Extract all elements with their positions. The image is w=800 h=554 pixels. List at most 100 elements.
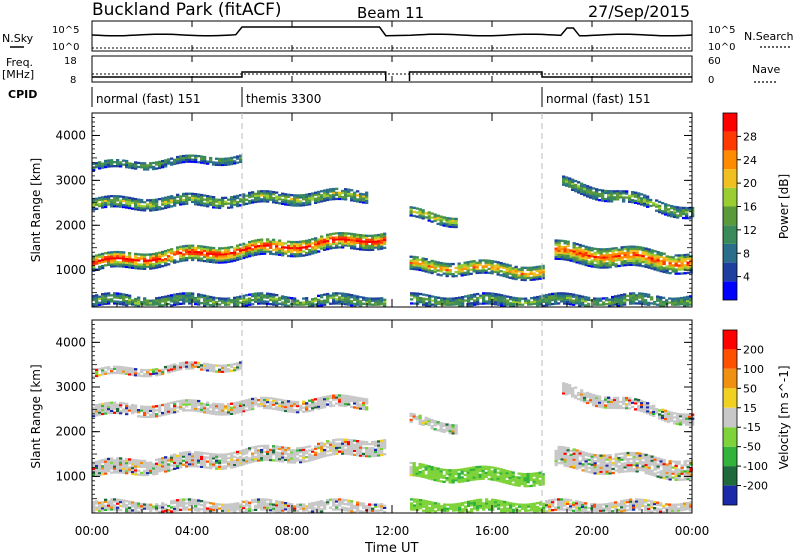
heatmap-cell — [439, 221, 443, 224]
heatmap-cell — [317, 442, 321, 445]
heatmap-cell — [98, 465, 102, 469]
heatmap-cell — [368, 449, 372, 452]
heatmap-cell — [179, 302, 183, 305]
heatmap-cell — [92, 265, 96, 268]
heatmap-cell — [137, 204, 141, 207]
heatmap-cell — [188, 160, 192, 163]
heatmap-cell — [164, 407, 168, 410]
colorbar-swatch — [723, 262, 737, 282]
heatmap-cell — [383, 236, 387, 239]
heatmap-cell — [104, 468, 108, 471]
heatmap-cell — [218, 453, 222, 456]
heatmap-cell — [119, 402, 123, 405]
heatmap-cell — [296, 303, 300, 306]
heatmap-cell — [158, 459, 162, 463]
heatmap-cell — [290, 453, 294, 456]
heatmap-cell — [197, 161, 201, 164]
heatmap-cell — [116, 461, 120, 464]
heatmap-cell — [335, 438, 339, 441]
heatmap-cell — [374, 303, 378, 306]
heatmap-cell — [520, 266, 524, 269]
heatmap-cell — [182, 302, 186, 305]
heatmap-cell — [245, 198, 249, 201]
heatmap-cell — [341, 404, 345, 407]
heatmap-cell — [194, 302, 198, 306]
heatmap-cell — [134, 374, 138, 377]
heatmap-cell — [647, 248, 651, 251]
heatmap-cell — [562, 183, 566, 186]
heatmap-cell — [179, 368, 183, 371]
heatmap-cell — [197, 365, 201, 369]
heatmap-cell — [206, 199, 210, 202]
heatmap-cell — [254, 455, 258, 459]
heatmap-cell — [436, 218, 440, 221]
heatmap-cell — [617, 296, 621, 299]
heatmap-cell — [320, 245, 324, 248]
heatmap-cell — [538, 471, 542, 474]
heatmap-cell — [653, 250, 657, 253]
heatmap-cell — [287, 244, 291, 247]
heatmap-cell — [245, 253, 249, 257]
heatmap-cell — [158, 371, 162, 374]
heatmap-cell — [475, 263, 479, 266]
heatmap-cell — [260, 300, 264, 303]
heatmap-cell — [191, 363, 195, 366]
heatmap-cell — [341, 294, 345, 297]
heatmap-cell — [200, 451, 204, 454]
heatmap-cell — [92, 371, 96, 374]
y-tick-label: 1000 — [55, 263, 86, 277]
heatmap-cell — [569, 253, 573, 256]
heatmap-cell — [320, 453, 324, 457]
heatmap-cell — [359, 302, 363, 305]
heatmap-cell — [287, 246, 291, 249]
heatmap-cell — [125, 196, 129, 199]
heatmap-cell — [329, 237, 333, 240]
heatmap-cell — [260, 246, 264, 249]
heatmap-cell — [308, 199, 312, 202]
heatmap-cell — [155, 297, 159, 300]
heatmap-cell — [179, 159, 183, 162]
heatmap-cell — [290, 246, 294, 250]
heatmap-cell — [245, 302, 249, 305]
heatmap-cell — [185, 451, 189, 454]
heatmap-cell — [460, 478, 464, 481]
heatmap-cell — [296, 202, 300, 205]
heatmap-cell — [233, 367, 237, 370]
heatmap-cell — [98, 461, 102, 465]
heatmap-cell — [203, 362, 207, 365]
heatmap-cell — [104, 195, 108, 198]
heatmap-cell — [517, 478, 521, 481]
heatmap-cell — [421, 475, 425, 478]
heatmap-cell — [146, 373, 150, 376]
heatmap-cell — [454, 223, 458, 227]
heatmap-cell — [182, 158, 186, 162]
heatmap-cell — [95, 304, 99, 307]
heatmap-cell — [263, 192, 267, 195]
heatmap-cell — [173, 196, 177, 199]
heatmap-cell — [116, 471, 120, 474]
heatmap-cell — [317, 244, 321, 247]
heatmap-cell — [656, 267, 660, 270]
heatmap-cell — [338, 236, 342, 239]
heatmap-cell — [281, 297, 285, 300]
heatmap-cell — [683, 302, 687, 305]
heatmap-cell — [460, 272, 464, 275]
heatmap-cell — [365, 398, 369, 401]
heatmap-cell — [188, 403, 192, 406]
heatmap-cell — [311, 238, 315, 241]
heatmap-cell — [427, 477, 431, 480]
heatmap-cell — [674, 272, 678, 275]
heatmap-cell — [326, 295, 330, 298]
heatmap-cell — [173, 198, 177, 201]
heatmap-cell — [185, 296, 189, 299]
heatmap-cell — [421, 463, 425, 466]
heatmap-cell — [242, 461, 246, 464]
heatmap-cell — [164, 466, 168, 469]
heatmap-cell — [131, 299, 135, 302]
heatmap-cell — [251, 250, 255, 253]
heatmap-cell — [137, 198, 141, 201]
heatmap-cell — [302, 410, 306, 413]
heatmap-cell — [164, 198, 168, 201]
heatmap-cell — [586, 189, 590, 192]
heatmap-cell — [299, 461, 303, 464]
